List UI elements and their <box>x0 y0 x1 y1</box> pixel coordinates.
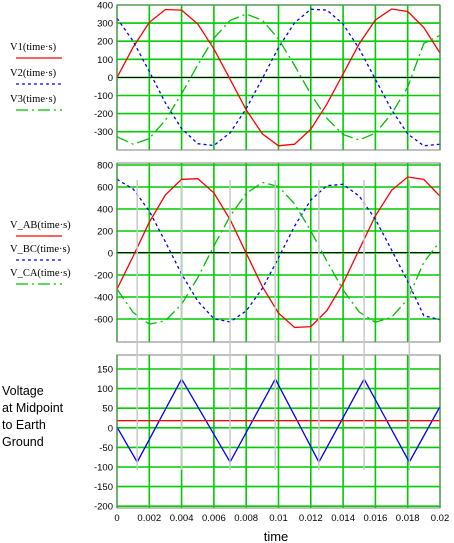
x-tick-label: 0 <box>114 513 119 524</box>
y-tick-label: -100 <box>94 463 113 474</box>
series-line-1-3 <box>117 13 440 145</box>
x-tick-label: 0.02 <box>431 513 450 524</box>
y-tick-label: 100 <box>97 384 113 395</box>
x-tick-label: 0.002 <box>137 513 161 524</box>
y-tick-label: -50 <box>99 443 113 454</box>
y-tick-label: 50 <box>102 404 113 415</box>
y-tick-label: 150 <box>97 365 113 376</box>
y-tick-label: 200 <box>97 227 113 238</box>
series-line-2-1 <box>117 176 440 329</box>
x-tick-label: 0.012 <box>299 513 323 524</box>
y-tick-label: -100 <box>94 91 113 102</box>
legend-label: V2(time·s) <box>10 68 57 79</box>
x-tick-label: 0.01 <box>269 513 288 524</box>
side-label-line: at Midpoint <box>2 401 64 415</box>
y-tick-label: 0 <box>108 423 113 434</box>
y-tick-label: 800 <box>97 161 113 172</box>
y-tick-label: -300 <box>94 127 113 138</box>
y-tick-label: -600 <box>94 315 113 326</box>
y-tick-label: 0 <box>108 249 113 260</box>
y-tick-label: -200 <box>94 109 113 120</box>
y-tick-label: 100 <box>97 55 113 66</box>
x-axis-label: time <box>264 529 289 543</box>
y-tick-label: -200 <box>94 271 113 282</box>
side-label-line: to Earth <box>2 418 46 432</box>
x-tick-label: 0.008 <box>234 513 258 524</box>
series-line-2-2 <box>117 178 440 323</box>
x-tick-label: 0.014 <box>331 513 355 524</box>
x-tick-label: 0.018 <box>396 513 420 524</box>
y-tick-label: -400 <box>94 293 113 304</box>
x-tick-label: 0.006 <box>202 513 226 524</box>
y-tick-label: 400 <box>97 205 113 216</box>
legend-label: V_BC(time·s) <box>10 244 71 255</box>
series-line-2-3 <box>117 181 440 325</box>
y-tick-label: 200 <box>97 37 113 48</box>
plot-frame <box>116 4 441 151</box>
legend-label: V_CA(time·s) <box>10 268 71 279</box>
legend-label: V1(time·s) <box>10 42 57 53</box>
series-line-1-1 <box>117 8 440 147</box>
y-tick-label: 0 <box>108 73 113 84</box>
x-tick-label: 0.004 <box>170 513 194 524</box>
legend-label: V3(time·s) <box>10 94 57 105</box>
x-tick-label: 0.016 <box>364 513 388 524</box>
side-label-line: Voltage <box>2 384 44 398</box>
y-tick-label: -150 <box>94 482 113 493</box>
y-tick-label: -200 <box>94 502 113 513</box>
legend-label: V_AB(time·s) <box>10 220 71 231</box>
y-tick-label: 400 <box>97 1 113 12</box>
plot-frame <box>116 162 441 343</box>
y-tick-label: 300 <box>97 19 113 30</box>
side-label-line: Ground <box>2 435 44 449</box>
y-tick-label: 600 <box>97 183 113 194</box>
plot-frame <box>116 354 441 509</box>
